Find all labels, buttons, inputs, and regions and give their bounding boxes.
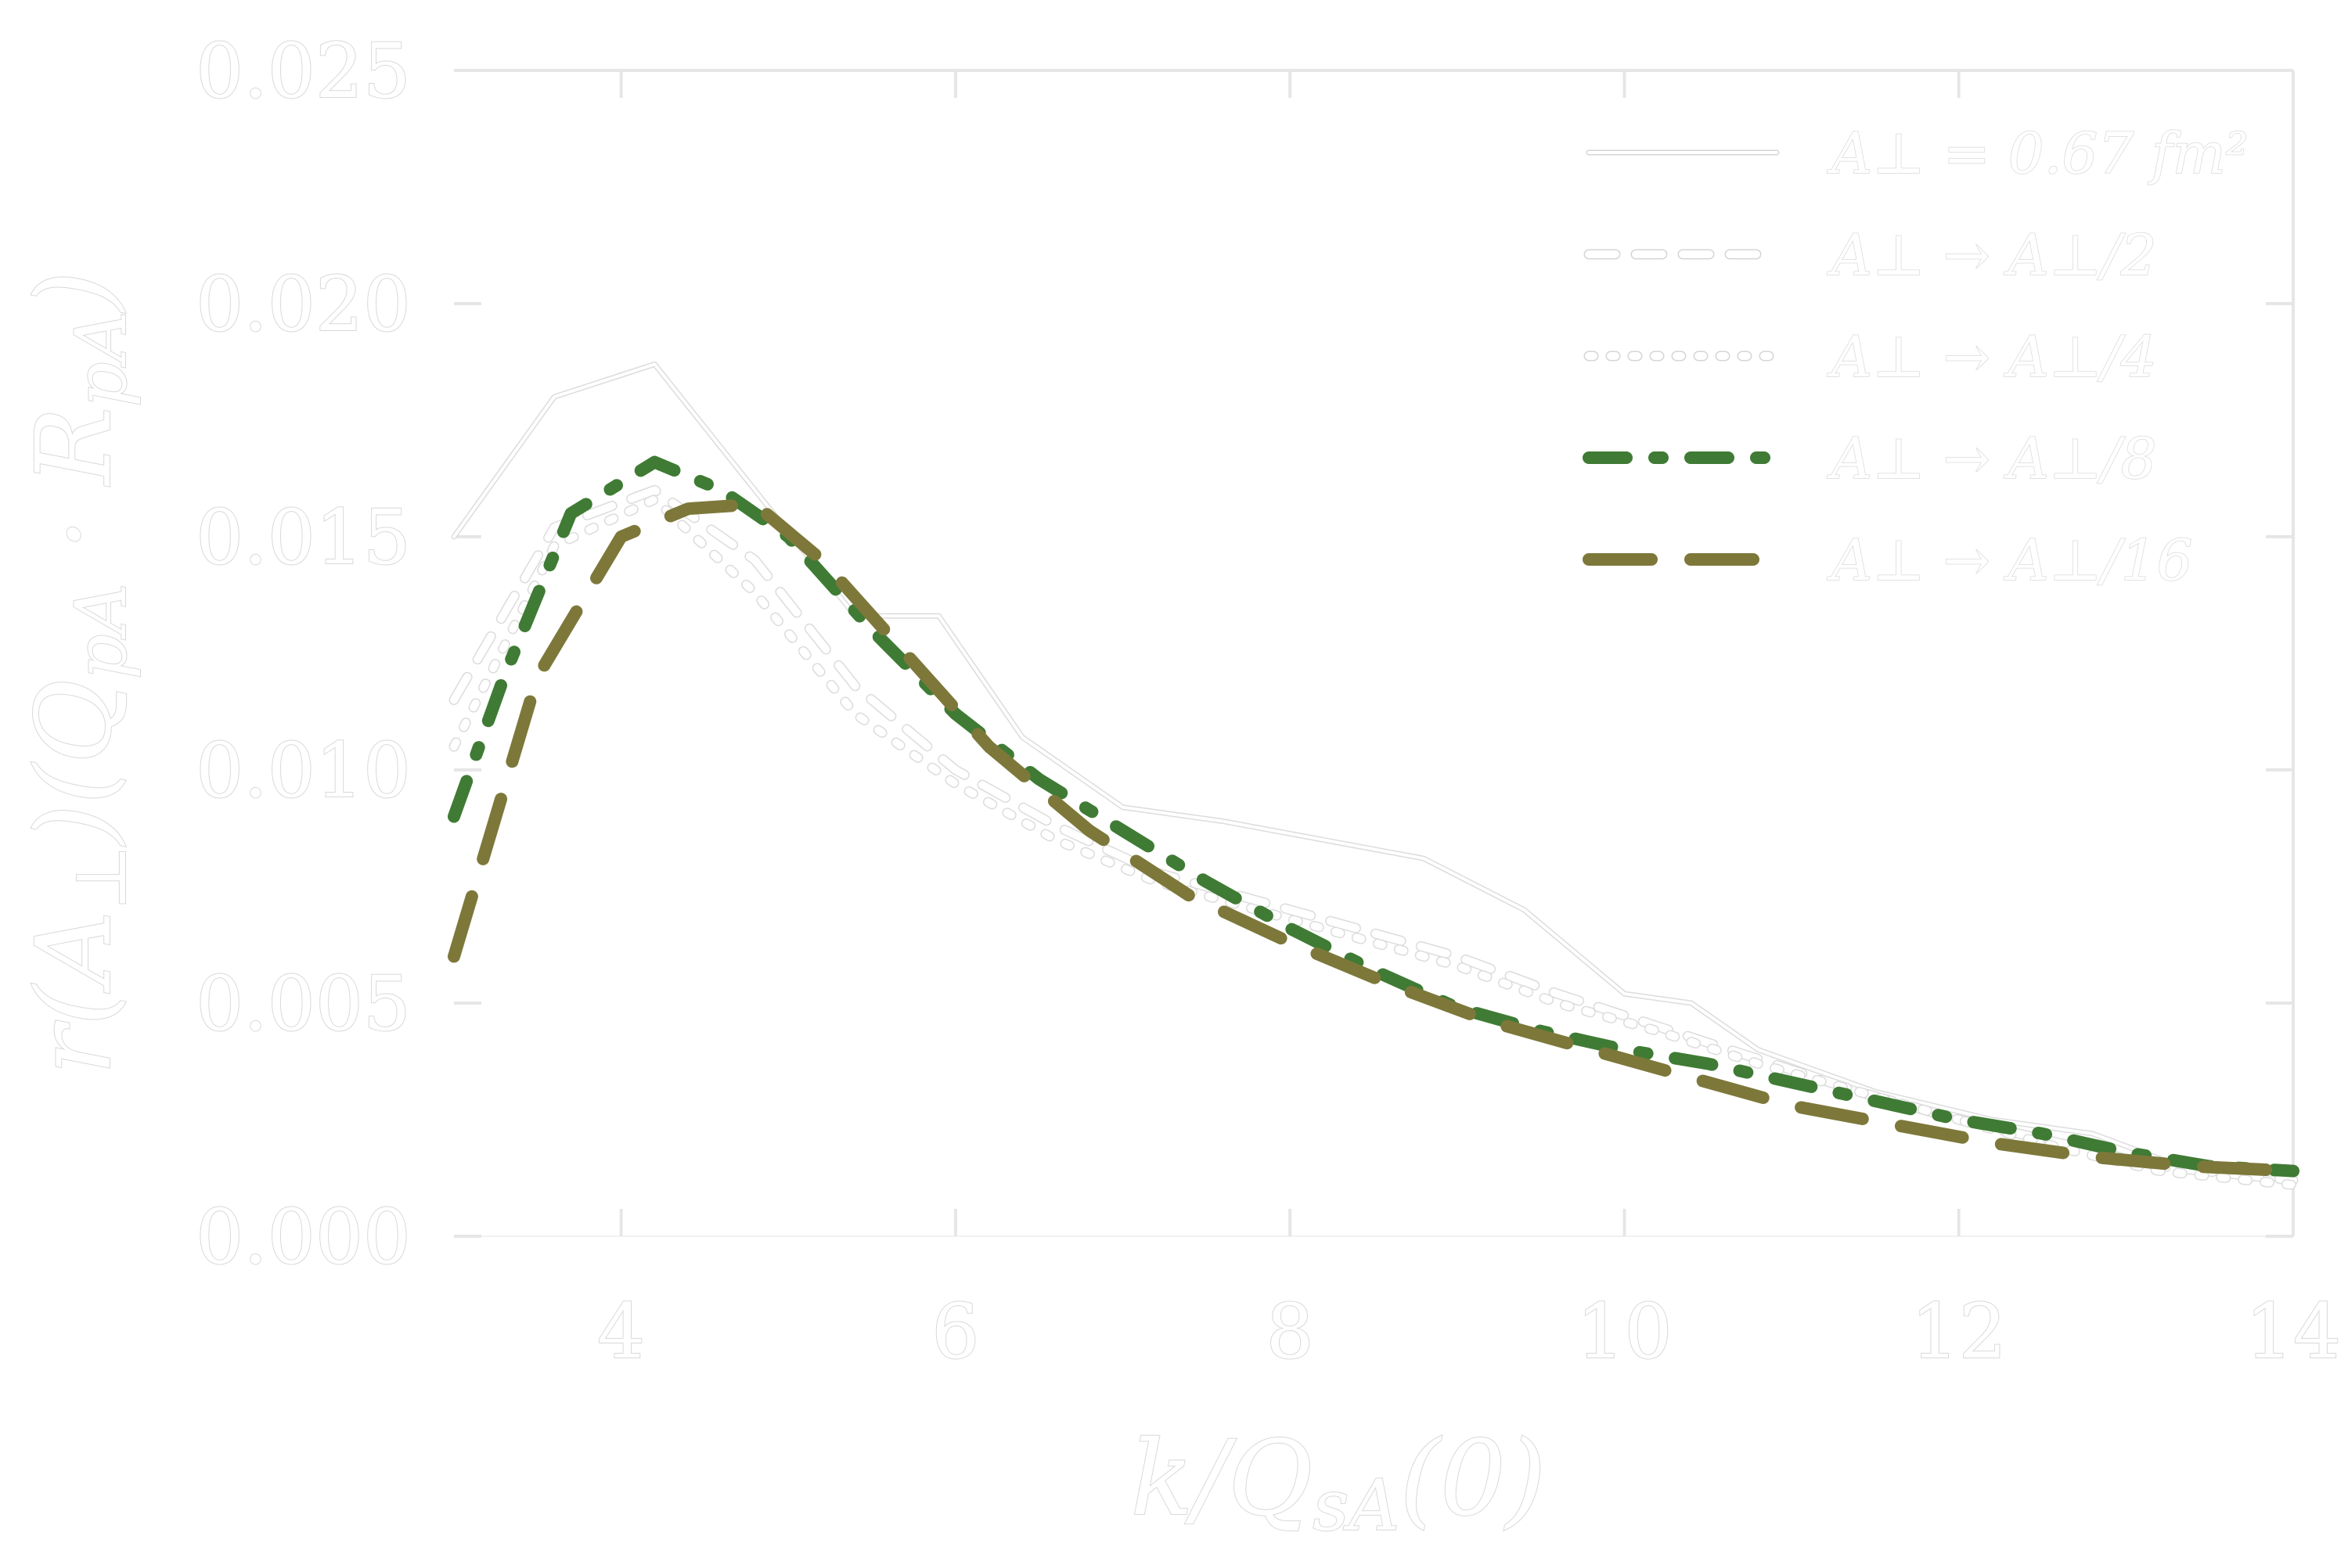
legend-label-4: A⊥ → A⊥/8 <box>1827 426 2157 491</box>
y-tick-label: 0.015 <box>196 494 411 581</box>
legend-label-3: A⊥ → A⊥/4 <box>1827 324 2157 390</box>
x-axis-label: k/QsA(0) <box>1131 1419 1547 1547</box>
y-axis-label-close: ) <box>14 271 135 314</box>
series-line-5 <box>454 504 2293 1171</box>
x-tick-label: 12 <box>1911 1288 2007 1376</box>
y-axis-label-c: R <box>14 407 135 486</box>
y-tick-label: 0.005 <box>196 960 411 1048</box>
x-tick-label: 4 <box>597 1288 645 1376</box>
legend-label-1: A⊥ = 0.67 fm² <box>1827 120 2249 186</box>
y-axis-label-sub2: pA <box>60 583 142 679</box>
legend: A⊥ = 0.67 fm² A⊥ → A⊥/2 A⊥ → A⊥/4 A⊥ → A⊥/8… <box>1589 120 2249 593</box>
y-axis-label-sub3: pA <box>60 311 142 408</box>
y-tick-label: 0.020 <box>196 261 411 348</box>
legend-label-5: A⊥ → A⊥/16 <box>1827 527 2192 593</box>
y-axis-label-dot: · <box>14 485 135 584</box>
y-axis-label: r(A⊥)(QpA · RpA) <box>14 271 142 1075</box>
y-tick-label: 0.000 <box>196 1193 411 1281</box>
y-tick-label: 0.025 <box>196 27 411 115</box>
x-tick-label: 8 <box>1266 1288 1314 1376</box>
y-tick-label: 0.010 <box>196 727 411 815</box>
y-axis-label-sub1: ⊥ <box>60 844 142 911</box>
series-line-3 <box>454 499 2293 1185</box>
series-line-outline-3 <box>454 499 2293 1185</box>
x-tick-label: 6 <box>931 1288 979 1376</box>
series-line-2 <box>454 490 2293 1180</box>
x-axis-label-tail: (0) <box>1399 1419 1546 1539</box>
y-axis-label-b: )(Q <box>14 679 135 847</box>
x-tick-label: 14 <box>2245 1288 2341 1376</box>
x-axis-label-sub: sA <box>1313 1465 1399 1547</box>
series-line-outline-2 <box>454 490 2293 1180</box>
y-axis-label-a: r(A <box>14 911 135 1075</box>
legend-label-2: A⊥ → A⊥/2 <box>1827 222 2157 288</box>
x-tick-label: 10 <box>1576 1288 1672 1376</box>
x-axis-label-main: k/Q <box>1131 1419 1313 1539</box>
